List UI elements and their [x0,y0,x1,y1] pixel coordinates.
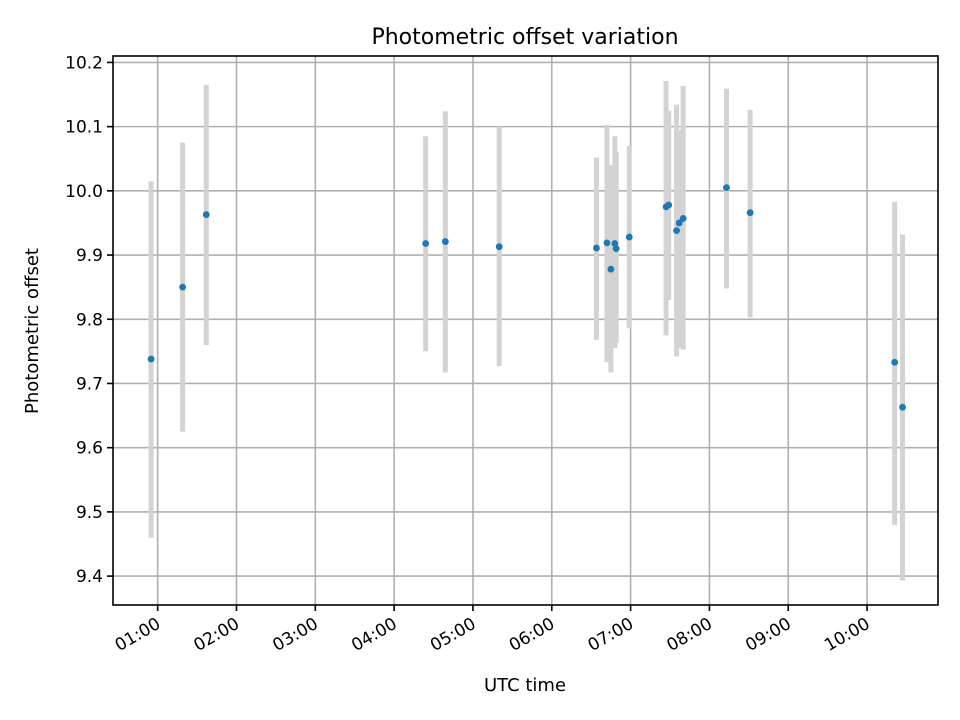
plot-frame [112,55,939,606]
data-point [612,245,620,253]
x-tick-label: 05:00 [427,614,479,656]
error-bars [148,81,906,581]
chart-title: Photometric offset variation [371,25,678,50]
x-tick-label: 06:00 [506,614,558,656]
data-point [673,227,680,235]
x-tick-label: 04:00 [348,614,400,656]
y-tick-label: 9.6 [76,439,103,459]
data-point [675,219,683,227]
y-tick-label: 10.1 [65,118,103,138]
data-point [899,403,906,411]
x-tick-label: 03:00 [269,614,321,656]
data-point [607,265,615,273]
data-point [679,215,687,222]
data-point [723,184,730,192]
y-tick-label: 9.7 [76,374,103,394]
data-point [147,355,155,363]
data-point [422,240,430,247]
data-point [611,240,619,247]
data-point [625,233,633,241]
data-points [147,184,906,411]
y-tick-label: 9.9 [76,246,103,266]
data-point [495,243,503,251]
data-point [891,358,899,366]
y-axis-label: Photometric offset [22,248,43,414]
x-axis-label: UTC time [484,675,566,696]
y-tick-label: 9.4 [76,567,103,587]
data-point [441,238,449,245]
y-tick-label: 10.2 [65,53,103,73]
x-tick-label: 07:00 [585,614,637,656]
data-point [746,209,754,217]
data-point [665,201,673,209]
y-tick-label: 10.0 [65,182,103,202]
x-tick-label: 09:00 [742,614,794,656]
y-tick-label: 9.8 [76,310,103,330]
data-point [603,239,611,247]
data-point [593,244,600,252]
data-point [179,283,187,291]
y-axis-ticks: 9.4 9.5 9.6 9.7 9.8 9.9 10.0 10.1 10.2 [65,53,113,587]
x-tick-label: 02:00 [191,614,243,656]
grid [113,56,938,605]
x-axis-ticks: 01:00 02:00 03:00 04:00 05:00 06:00 07:00 08:00… [112,605,874,656]
x-tick-label: 08:00 [663,614,715,656]
y-tick-label: 9.5 [76,503,103,523]
data-point [202,211,210,219]
x-tick-label: 01:00 [112,614,164,656]
x-tick-label: 10:00 [821,614,873,656]
